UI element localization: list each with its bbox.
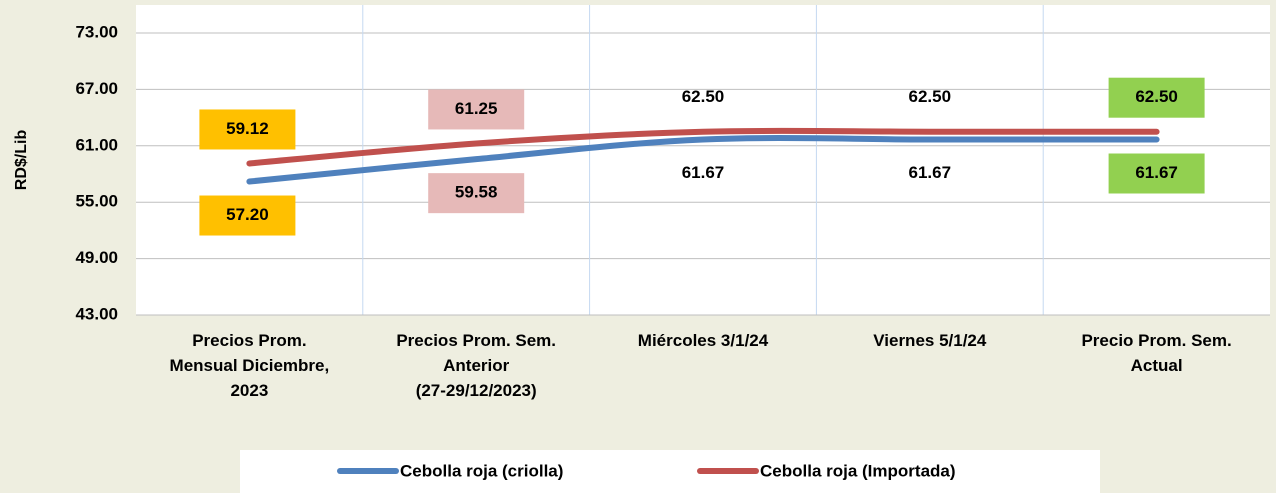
label-background bbox=[199, 109, 296, 150]
label-background bbox=[428, 173, 525, 214]
y-tick-label: 55.00 bbox=[75, 192, 118, 211]
y-tick-label: 43.00 bbox=[75, 304, 118, 323]
series-line bbox=[246, 135, 1160, 185]
data-label: 59.12 bbox=[226, 119, 269, 138]
y-tick-label: 49.00 bbox=[75, 248, 118, 267]
label-background bbox=[1108, 77, 1205, 118]
x-tick-label: Precios Prom. Mensual Diciembre, 2023 bbox=[169, 331, 330, 400]
y-axis-label: RD$/Lib bbox=[13, 130, 30, 191]
series-line bbox=[246, 127, 1160, 167]
label-background bbox=[199, 195, 296, 236]
x-tick-label: Precios Prom. Sem. Anterior (27-29/12/20… bbox=[396, 331, 557, 400]
legend-label: Cebolla roja (criolla) bbox=[400, 461, 563, 480]
y-tick-label: 61.00 bbox=[75, 135, 118, 154]
x-tick-label: Precio Prom. Sem. Actual bbox=[1081, 331, 1232, 375]
data-label: 62.50 bbox=[1135, 87, 1178, 106]
y-tick-label: 67.00 bbox=[75, 79, 118, 98]
x-tick-label: Viernes 5/1/24 bbox=[873, 331, 987, 350]
plot-area bbox=[136, 5, 1270, 315]
data-label: 61.67 bbox=[682, 163, 725, 182]
label-background bbox=[1108, 153, 1205, 194]
legend-label: Cebolla roja (Importada) bbox=[760, 461, 956, 480]
data-label: 59.58 bbox=[455, 183, 498, 202]
data-label: 61.67 bbox=[909, 163, 952, 182]
data-label: 62.50 bbox=[909, 87, 952, 106]
label-background bbox=[428, 89, 525, 130]
data-label: 61.25 bbox=[455, 99, 498, 118]
y-tick-label: 73.00 bbox=[75, 22, 118, 41]
data-label: 62.50 bbox=[682, 87, 725, 106]
data-label: 57.20 bbox=[226, 205, 269, 224]
x-tick-label: Miércoles 3/1/24 bbox=[637, 331, 769, 350]
data-label: 61.67 bbox=[1135, 163, 1178, 182]
